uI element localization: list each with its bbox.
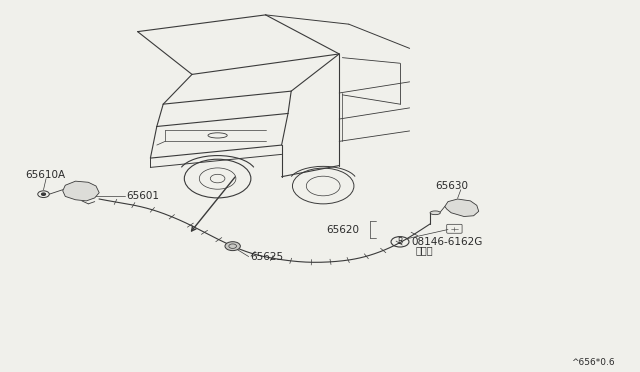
Text: 65625: 65625 — [251, 252, 284, 262]
Polygon shape — [63, 181, 99, 201]
Text: （２）: （２） — [416, 245, 434, 255]
Circle shape — [42, 193, 45, 195]
Text: 65601: 65601 — [126, 191, 159, 201]
Text: B: B — [397, 237, 403, 246]
Text: 65610A: 65610A — [26, 170, 66, 180]
Text: 65630: 65630 — [435, 181, 468, 191]
Text: 65620: 65620 — [326, 225, 360, 235]
Polygon shape — [445, 199, 479, 217]
Text: ^656*0.6: ^656*0.6 — [571, 358, 614, 367]
Circle shape — [225, 242, 241, 251]
Ellipse shape — [430, 211, 440, 215]
Text: 08146-6162G: 08146-6162G — [411, 237, 483, 247]
